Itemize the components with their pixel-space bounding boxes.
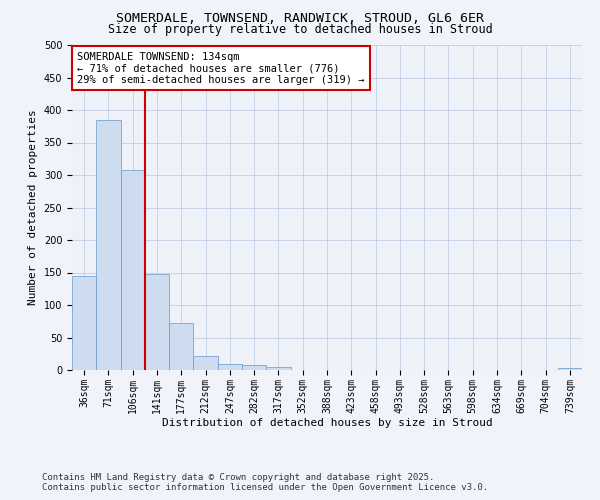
Bar: [242, 365, 266, 370]
Bar: [558, 368, 582, 370]
X-axis label: Distribution of detached houses by size in Stroud: Distribution of detached houses by size …: [161, 418, 493, 428]
Text: SOMERDALE, TOWNSEND, RANDWICK, STROUD, GL6 6ER: SOMERDALE, TOWNSEND, RANDWICK, STROUD, G…: [116, 12, 484, 26]
Text: SOMERDALE TOWNSEND: 134sqm
← 71% of detached houses are smaller (776)
29% of sem: SOMERDALE TOWNSEND: 134sqm ← 71% of deta…: [77, 52, 365, 84]
Bar: [72, 276, 96, 370]
Text: Contains HM Land Registry data © Crown copyright and database right 2025.
Contai: Contains HM Land Registry data © Crown c…: [42, 473, 488, 492]
Text: Size of property relative to detached houses in Stroud: Size of property relative to detached ho…: [107, 22, 493, 36]
Bar: [266, 368, 290, 370]
Bar: [145, 274, 169, 370]
Bar: [121, 170, 145, 370]
Y-axis label: Number of detached properties: Number of detached properties: [28, 110, 38, 306]
Bar: [193, 356, 218, 370]
Bar: [169, 323, 193, 370]
Bar: [218, 364, 242, 370]
Bar: [96, 120, 121, 370]
